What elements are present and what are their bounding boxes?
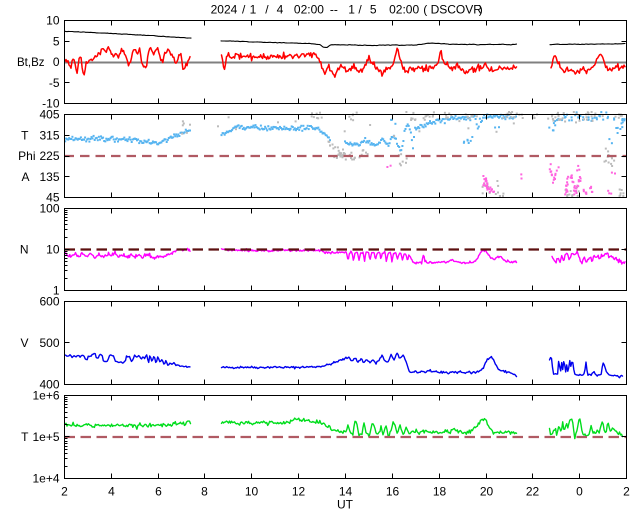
svg-text:5: 5 [53, 34, 60, 48]
svg-text:225: 225 [39, 149, 59, 163]
svg-text:1: 1 [250, 3, 257, 17]
svg-text:20: 20 [480, 485, 494, 499]
svg-text:Bt,Bz: Bt,Bz [17, 57, 45, 69]
svg-text:10: 10 [46, 243, 60, 257]
svg-text:Phi: Phi [18, 149, 35, 163]
svg-text:/: / [242, 3, 246, 17]
svg-text:8: 8 [201, 485, 208, 499]
svg-text:22: 22 [526, 485, 540, 499]
svg-text:02:00: 02:00 [294, 3, 324, 17]
svg-text:16: 16 [386, 485, 400, 499]
svg-text:4: 4 [277, 3, 284, 17]
svg-text:-10: -10 [42, 97, 60, 111]
svg-text:0: 0 [53, 55, 60, 69]
svg-text:135: 135 [39, 170, 59, 184]
svg-text:1e+4: 1e+4 [32, 472, 59, 486]
svg-text:2024: 2024 [211, 3, 238, 17]
svg-text:2: 2 [623, 485, 630, 499]
svg-text:6: 6 [155, 485, 162, 499]
svg-text:315: 315 [39, 128, 59, 142]
svg-text:45: 45 [46, 191, 60, 205]
svg-text:A: A [21, 170, 29, 184]
svg-text:0: 0 [576, 485, 583, 499]
svg-text:/: / [265, 3, 269, 17]
svg-text:600: 600 [39, 295, 59, 309]
svg-text:400: 400 [39, 378, 59, 392]
svg-text:1: 1 [53, 284, 60, 298]
svg-text:1: 1 [348, 3, 355, 17]
svg-text:405: 405 [39, 108, 59, 122]
svg-text:--: -- [330, 3, 338, 17]
svg-text:): ) [479, 3, 483, 17]
svg-text:500: 500 [39, 336, 59, 350]
svg-text:4: 4 [108, 485, 115, 499]
svg-text:T: T [21, 430, 29, 444]
svg-text:DSCOVR: DSCOVR [431, 3, 483, 17]
svg-text:100: 100 [39, 202, 59, 216]
svg-text:V: V [20, 336, 28, 350]
svg-text:10: 10 [46, 14, 60, 28]
svg-text:12: 12 [292, 485, 306, 499]
svg-text:14: 14 [339, 485, 353, 499]
svg-text:/: / [358, 3, 362, 17]
svg-text:10: 10 [245, 485, 259, 499]
svg-text:1e+6: 1e+6 [32, 389, 59, 403]
svg-text:5: 5 [370, 3, 377, 17]
svg-text:(: ( [423, 3, 427, 17]
svg-text:18: 18 [433, 485, 447, 499]
svg-text:T: T [21, 128, 29, 142]
svg-text:02:00: 02:00 [389, 3, 419, 17]
svg-text:N: N [20, 243, 29, 257]
svg-text:2: 2 [61, 485, 68, 499]
svg-text:UT: UT [337, 498, 354, 512]
svg-text:-5: -5 [49, 76, 60, 90]
svg-text:1e+5: 1e+5 [32, 430, 59, 444]
